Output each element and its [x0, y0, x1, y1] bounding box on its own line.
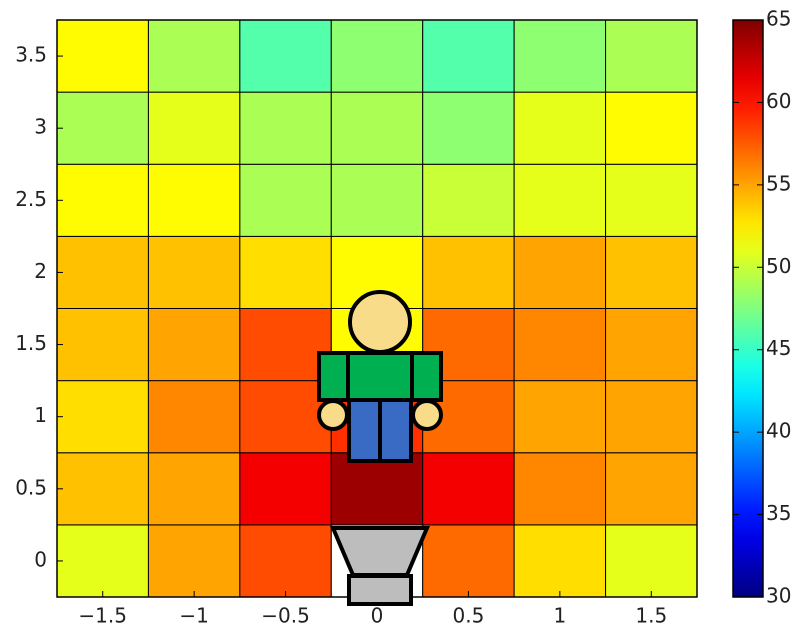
heatmap-cell	[239, 235, 332, 309]
heatmap-cell	[513, 452, 607, 526]
heatmap-cell	[422, 163, 515, 237]
heatmap-cell	[422, 235, 515, 309]
heatmap-cell	[239, 380, 332, 454]
speaker-box	[347, 574, 413, 606]
heatmap-cell	[239, 163, 332, 237]
heatmap-cell	[147, 235, 241, 309]
hand	[411, 399, 443, 431]
heatmap-cell	[605, 235, 698, 309]
heatmap-cell	[513, 163, 607, 237]
heatmap-cell	[56, 19, 149, 93]
heatmap-cell	[605, 452, 698, 526]
y-tick-label: 3.5	[15, 43, 47, 67]
heatmap-cell	[147, 163, 241, 237]
y-tick-label: 3	[34, 115, 47, 139]
heatmap-cell	[147, 524, 241, 598]
heatmap-cell	[513, 380, 607, 454]
y-tick-label: 0	[34, 547, 47, 571]
heatmap-cell	[330, 91, 424, 165]
colorbar-tick-label: 65	[766, 7, 791, 31]
heatmap-cell	[239, 452, 332, 526]
torso	[317, 351, 443, 402]
x-tick-label: 1.5	[635, 604, 667, 628]
heatmap-cell	[239, 308, 332, 382]
heatmap-cell	[56, 235, 149, 309]
x-tick-label: 1	[553, 604, 566, 628]
heatmap-cell	[330, 19, 424, 93]
heatmap-cell	[56, 524, 149, 598]
x-tick-label: −1.5	[78, 604, 127, 628]
hand	[317, 399, 349, 431]
x-tick-label: 0	[371, 604, 384, 628]
colorbar-tick-label: 30	[766, 584, 791, 608]
colorbar-tick-label: 55	[766, 171, 791, 195]
heatmap-cell	[330, 163, 424, 237]
heatmap-cell	[605, 19, 698, 93]
heatmap-cell	[239, 91, 332, 165]
heatmap-cell	[147, 19, 241, 93]
heatmap-cell	[239, 524, 332, 598]
heatmap-cell	[513, 91, 607, 165]
colorbar-tick-label: 45	[766, 336, 791, 360]
heatmap-cell	[513, 524, 607, 598]
colorbar	[732, 19, 764, 598]
y-tick-label: 1	[34, 403, 47, 427]
heatmap-cell	[147, 380, 241, 454]
head	[348, 290, 412, 354]
heatmap-cell	[605, 308, 698, 382]
colorbar-tick-label: 50	[766, 254, 791, 278]
heatmap-cell	[239, 19, 332, 93]
heatmap-cell	[147, 91, 241, 165]
colorbar-tick-label: 60	[766, 89, 791, 113]
heatmap-cell	[56, 380, 149, 454]
colorbar-tick-label: 35	[766, 501, 791, 525]
heatmap-cell	[513, 308, 607, 382]
heatmap-cell	[422, 452, 515, 526]
heatmap-cell	[605, 524, 698, 598]
x-tick-label: −0.5	[261, 604, 310, 628]
heatmap-cell	[513, 19, 607, 93]
heatmap-cell	[56, 452, 149, 526]
heatmap-cell	[605, 91, 698, 165]
heatmap-cell	[605, 163, 698, 237]
y-tick-label: 0.5	[15, 475, 47, 499]
heatmap-cell	[147, 308, 241, 382]
colorbar-tick-label: 40	[766, 419, 791, 443]
x-tick-label: 0.5	[453, 604, 485, 628]
heatmap-cell	[513, 235, 607, 309]
heatmap-cell	[56, 308, 149, 382]
heatmap-cell	[422, 19, 515, 93]
y-tick-label: 2.5	[15, 187, 47, 211]
heatmap-cell	[422, 524, 515, 598]
illustration	[317, 290, 443, 606]
heatmap-cell	[422, 91, 515, 165]
x-tick-label: −1	[179, 604, 208, 628]
heatmap-cell	[330, 452, 424, 526]
heatmap-cell	[605, 380, 698, 454]
y-tick-label: 1.5	[15, 331, 47, 355]
heatmap-cell	[56, 163, 149, 237]
y-tick-label: 2	[34, 259, 47, 283]
heatmap-cell	[147, 452, 241, 526]
heatmap-cell	[56, 91, 149, 165]
